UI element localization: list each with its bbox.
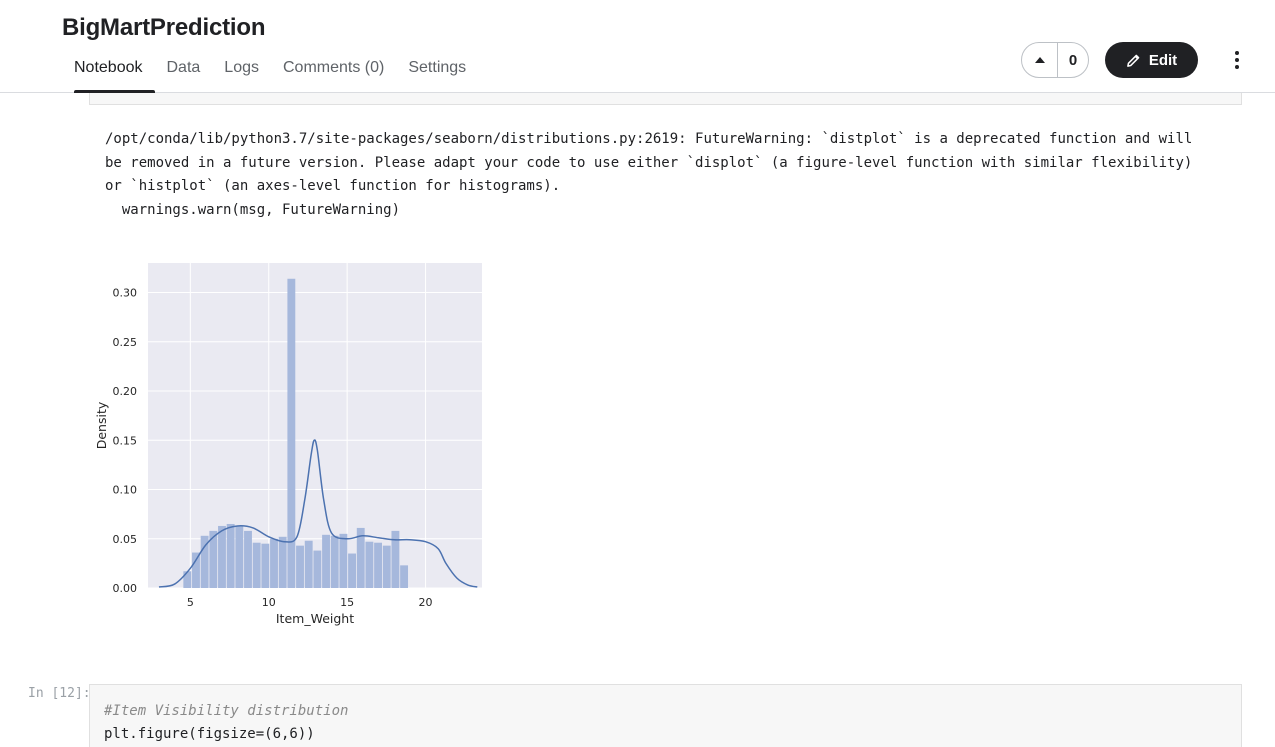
histogram-bar	[270, 538, 278, 588]
histogram-bar	[244, 530, 252, 588]
histogram-bar	[313, 550, 322, 588]
tab-logs[interactable]: Logs	[224, 59, 259, 76]
item-weight-distribution-chart: 5 10 15 20 0.00 0.05 0.10 0.15 0.20 0.25 0.30 Item_…	[94, 263, 482, 626]
histogram-bar	[330, 535, 339, 588]
upvote-button[interactable]	[1022, 43, 1058, 77]
code-cell[interactable]: #Item Visibility distribution plt.figure…	[89, 684, 1242, 747]
y-tick-label: 0.30	[113, 287, 138, 300]
more-options-button[interactable]	[1224, 46, 1250, 74]
pencil-icon	[1126, 54, 1140, 67]
cell-prompt: In [12]:	[28, 686, 91, 701]
histogram-bar	[226, 523, 235, 588]
y-tick-label: 0.25	[113, 336, 138, 349]
code-statement: plt.figure(figsize=(6,6))	[104, 726, 315, 742]
code-comment: #Item Visibility distribution	[104, 703, 349, 719]
histogram-bar	[391, 530, 400, 588]
histogram-bar	[200, 535, 209, 588]
y-tick-label: 0.15	[113, 434, 138, 447]
tab-comments[interactable]: Comments (0)	[283, 59, 385, 76]
edit-button-label: Edit	[1148, 51, 1178, 69]
histogram-bar	[400, 565, 409, 588]
cell-output-warning: /opt/conda/lib/python3.7/site-packages/s…	[105, 128, 1215, 222]
y-tick-label: 0.20	[113, 385, 138, 398]
vote-count: 0	[1068, 51, 1078, 69]
plot-background	[148, 263, 482, 588]
histogram-bar	[382, 545, 391, 588]
y-tick-label: 0.10	[113, 484, 138, 497]
histogram-bar	[296, 545, 304, 588]
histogram-bar	[339, 533, 348, 588]
histogram-bar	[183, 571, 192, 588]
caret-up-icon	[1034, 57, 1045, 63]
tab-notebook[interactable]: Notebook	[62, 56, 155, 93]
x-axis-label: Item_Weight	[276, 611, 354, 626]
histogram-bar	[365, 541, 374, 588]
notebook-title: BigMartPrediction	[62, 14, 266, 41]
more-vertical-icon	[1235, 51, 1239, 55]
warning-line: warnings.warn(msg, FutureWarning)	[105, 201, 401, 218]
warning-line: /opt/conda/lib/python3.7/site-packages/s…	[105, 131, 1193, 147]
histogram-bar	[278, 536, 287, 588]
x-tick-label: 20	[419, 596, 433, 609]
notebook-tabs: Notebook Data Logs Comments (0) Settings	[62, 56, 478, 93]
previous-code-cell	[89, 93, 1242, 105]
histogram-bar	[218, 525, 226, 588]
y-tick-label: 0.00	[113, 582, 138, 595]
histogram-bar	[374, 542, 383, 588]
x-tick-label: 10	[262, 596, 276, 609]
y-tick-label: 0.05	[113, 533, 138, 546]
x-tick-label: 15	[340, 596, 354, 609]
notebook-header: BigMartPrediction Notebook Data Logs Com…	[0, 0, 1275, 93]
histogram-bar	[356, 527, 365, 588]
vote-widget: 0	[1021, 42, 1089, 78]
histogram-bar	[322, 534, 330, 588]
histogram-bar	[209, 530, 218, 588]
y-axis-label: Density	[94, 401, 109, 449]
edit-button[interactable]: Edit	[1105, 42, 1198, 78]
x-tick-label: 5	[187, 596, 194, 609]
histogram-bar	[261, 543, 270, 588]
histogram-bar	[287, 278, 296, 588]
warning-line: be removed in a future version. Please a…	[105, 154, 1193, 171]
histogram-bar	[304, 540, 313, 588]
tab-settings[interactable]: Settings	[408, 59, 467, 76]
warning-line: or `histplot` (an axes-level function fo…	[105, 178, 561, 194]
histogram-bar	[348, 553, 356, 588]
tab-data[interactable]: Data	[166, 59, 201, 76]
histogram-bar	[252, 542, 261, 588]
histogram-bar	[192, 552, 200, 588]
kde-curve	[158, 439, 478, 588]
histogram-bar	[235, 525, 244, 588]
